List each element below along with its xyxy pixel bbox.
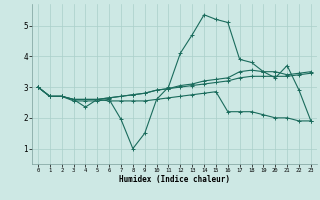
X-axis label: Humidex (Indice chaleur): Humidex (Indice chaleur)	[119, 175, 230, 184]
